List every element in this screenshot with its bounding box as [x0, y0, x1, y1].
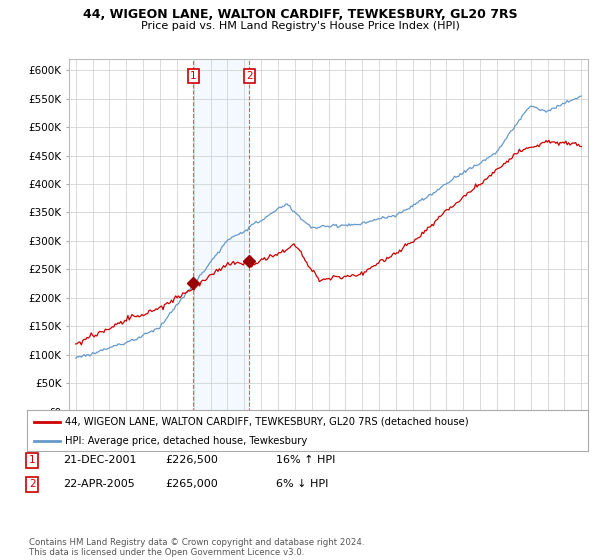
Text: 2: 2	[29, 479, 35, 489]
Text: 21-DEC-2001: 21-DEC-2001	[63, 455, 137, 465]
Text: 1: 1	[29, 455, 35, 465]
Text: 44, WIGEON LANE, WALTON CARDIFF, TEWKESBURY, GL20 7RS (detached house): 44, WIGEON LANE, WALTON CARDIFF, TEWKESB…	[65, 417, 469, 427]
Text: Price paid vs. HM Land Registry's House Price Index (HPI): Price paid vs. HM Land Registry's House …	[140, 21, 460, 31]
Text: HPI: Average price, detached house, Tewkesbury: HPI: Average price, detached house, Tewk…	[65, 436, 307, 446]
Text: 44, WIGEON LANE, WALTON CARDIFF, TEWKESBURY, GL20 7RS: 44, WIGEON LANE, WALTON CARDIFF, TEWKESB…	[83, 8, 517, 21]
Text: 22-APR-2005: 22-APR-2005	[63, 479, 135, 489]
Text: £226,500: £226,500	[165, 455, 218, 465]
Text: £265,000: £265,000	[165, 479, 218, 489]
Text: Contains HM Land Registry data © Crown copyright and database right 2024.
This d: Contains HM Land Registry data © Crown c…	[29, 538, 364, 557]
Text: 2: 2	[246, 71, 253, 81]
Bar	[193, 59, 250, 412]
Text: 16% ↑ HPI: 16% ↑ HPI	[276, 455, 335, 465]
Text: 6% ↓ HPI: 6% ↓ HPI	[276, 479, 328, 489]
Text: 1: 1	[190, 71, 197, 81]
